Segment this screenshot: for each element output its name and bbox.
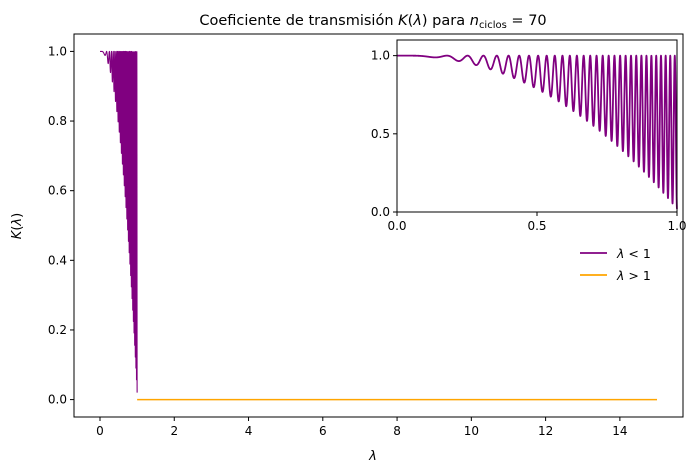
x-tick-label: 0 (96, 424, 104, 438)
legend-label-lambda-lt-1: λ < 1 (616, 246, 651, 261)
legend: λ < 1 λ > 1 (580, 246, 651, 283)
main-plot-frame (73, 33, 684, 418)
inset-x-ticks: 0.0 0.5 1.0 (387, 212, 687, 233)
x-tick-label: 6 (319, 424, 327, 438)
x-tick-label: 4 (245, 424, 253, 438)
y-axis-label: K(λ) (10, 213, 25, 239)
chart-title: Coeficiente de transmisión K(λ) para nci… (199, 13, 546, 31)
x-tick-label: 8 (393, 424, 401, 438)
inset-y-ticks: 0.0 0.5 1.0 (371, 49, 397, 219)
series-lambda-lt-1 (99, 50, 138, 393)
x-tick-label: 2 (170, 424, 178, 438)
inset-x-tick-label: 1.0 (667, 219, 686, 233)
inset-y-tick-label: 1.0 (371, 49, 390, 63)
inset-series-lambda-lt-1 (396, 54, 678, 209)
inset-y-tick-label: 0.5 (371, 127, 390, 141)
y-tick-label: 0.4 (48, 253, 67, 267)
y-tick-label: 1.0 (48, 44, 67, 58)
x-tick-label: 12 (538, 424, 553, 438)
inset-x-tick-label: 0.0 (387, 219, 406, 233)
inset-plot: 0.0 0.5 1.0 0.0 0.5 1.0 (371, 39, 687, 233)
main-axes: 0 2 4 6 8 10 12 14 0.0 0.2 0.4 0.6 0.8 1.0 (48, 33, 684, 438)
x-tick-label: 10 (464, 424, 479, 438)
main-x-ticks: 0 2 4 6 8 10 12 14 (96, 417, 628, 438)
inset-x-tick-label: 0.5 (527, 219, 546, 233)
inset-y-tick-label: 0.0 (371, 205, 390, 219)
x-axis-label: λ (368, 449, 377, 464)
y-tick-label: 0.0 (48, 393, 67, 407)
main-y-ticks: 0.0 0.2 0.4 0.6 0.8 1.0 (48, 44, 74, 407)
inset-plot-frame (396, 39, 678, 213)
y-tick-label: 0.8 (48, 114, 67, 128)
y-tick-label: 0.2 (48, 323, 67, 337)
x-tick-label: 14 (612, 424, 627, 438)
legend-label-lambda-gt-1: λ > 1 (616, 268, 651, 283)
y-tick-label: 0.6 (48, 184, 67, 198)
